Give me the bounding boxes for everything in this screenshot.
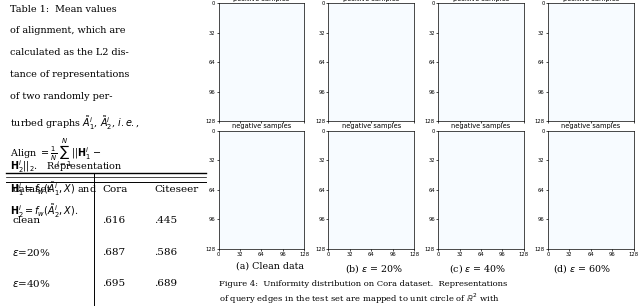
Text: of two randomly per-: of two randomly per- [10,92,113,101]
Text: $\varepsilon$=20%: $\varepsilon$=20% [12,247,51,258]
Text: Table 1:  Mean values: Table 1: Mean values [10,5,117,13]
Text: .689: .689 [154,279,177,289]
Text: tance of representations: tance of representations [10,70,130,79]
Text: .695: .695 [102,279,125,289]
Text: $\mathbf{H}_1^i = f_w(\tilde{A}_1^i, X)$ and: $\mathbf{H}_1^i = f_w(\tilde{A}_1^i, X)$… [10,180,97,198]
Text: (d) $\varepsilon$ = 60%: (d) $\varepsilon$ = 60% [552,262,611,274]
Text: $\mathbf{H}_2^i = f_w(\tilde{A}_2^i, X)$.: $\mathbf{H}_2^i = f_w(\tilde{A}_2^i, X)$… [10,202,79,219]
Text: turbed graphs $\tilde{A}_1^i$, $\tilde{A}_2^i$, $i.e.$,: turbed graphs $\tilde{A}_1^i$, $\tilde{A… [10,114,140,132]
Text: clean: clean [12,217,40,226]
Title: positive samples: positive samples [343,0,399,2]
Text: .445: .445 [154,217,177,226]
Text: (a) Clean data: (a) Clean data [236,262,305,271]
Text: .687: .687 [102,248,125,257]
Title: positive samples: positive samples [563,0,619,2]
Text: Figure 4:  Uniformity distribution on Cora dataset.  Representations
of query ed: Figure 4: Uniformity distribution on Cor… [218,280,534,306]
Text: (c) $\varepsilon$ = 40%: (c) $\varepsilon$ = 40% [449,262,507,274]
Text: .586: .586 [154,248,177,257]
Text: .616: .616 [102,217,125,226]
Title: negative samples: negative samples [342,124,401,129]
Title: negative samples: negative samples [451,124,511,129]
Text: of alignment, which are: of alignment, which are [10,26,126,35]
Text: Align $= \frac{1}{N} \sum_{i=1}^{N} ||\mathbf{H}_1^i -$: Align $= \frac{1}{N} \sum_{i=1}^{N} ||\m… [10,136,102,169]
Text: (b) $\varepsilon$ = 20%: (b) $\varepsilon$ = 20% [345,262,403,274]
Text: $\mathbf{H}_2^i||_2$.   Representation: $\mathbf{H}_2^i||_2$. Representation [10,158,123,175]
Text: dataset: dataset [12,185,51,194]
Text: $\varepsilon$=40%: $\varepsilon$=40% [12,278,51,289]
Title: negative samples: negative samples [232,124,291,129]
Title: positive samples: positive samples [234,0,289,2]
Text: Citeseer: Citeseer [154,185,198,194]
Title: positive samples: positive samples [453,0,509,2]
Title: negative samples: negative samples [561,124,620,129]
Text: Cora: Cora [102,185,128,194]
Text: calculated as the L2 dis-: calculated as the L2 dis- [10,48,129,57]
